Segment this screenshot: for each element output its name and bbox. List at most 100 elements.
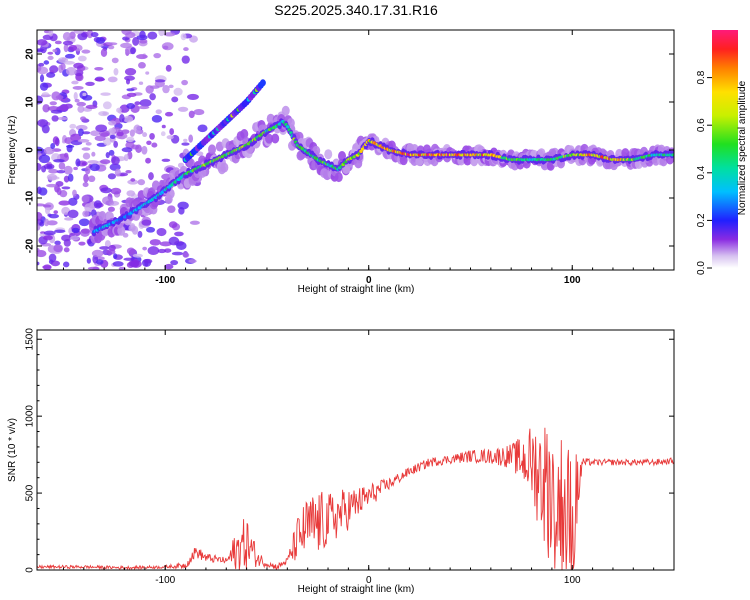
noise-blob xyxy=(94,77,106,82)
noise-blob xyxy=(138,62,146,69)
noise-blob xyxy=(138,81,144,85)
noise-blob xyxy=(63,239,71,247)
noise-blob xyxy=(181,142,190,146)
y-tick-label: 10 xyxy=(25,96,36,108)
spectrogram-xlabel: Height of straight line (km) xyxy=(298,284,415,295)
noise-blob xyxy=(193,109,205,116)
noise-blob xyxy=(161,158,171,162)
noise-blob xyxy=(42,204,52,208)
noise-blob xyxy=(161,124,166,129)
noise-blob xyxy=(108,120,117,126)
noise-blob xyxy=(89,163,100,172)
noise-blob xyxy=(55,137,60,147)
noise-blob xyxy=(77,105,85,113)
noise-blob xyxy=(171,96,179,103)
noise-blob xyxy=(37,212,43,221)
ridge-halo xyxy=(265,133,274,144)
noise-blob xyxy=(56,187,62,196)
noise-blob xyxy=(46,165,53,169)
branch-cell xyxy=(259,79,266,87)
noise-blob xyxy=(37,249,47,258)
noise-blob xyxy=(82,131,91,135)
noise-blob xyxy=(125,31,136,39)
noise-blob xyxy=(183,138,188,143)
ridge-core xyxy=(285,125,290,129)
noise-blob xyxy=(100,48,108,57)
noise-blob xyxy=(98,110,110,117)
noise-blob xyxy=(130,47,136,55)
noise-blob xyxy=(63,165,73,175)
noise-blob xyxy=(37,261,40,266)
noise-blob xyxy=(37,186,42,195)
noise-blob xyxy=(123,257,135,261)
y-tick-label: 20 xyxy=(25,48,36,60)
noise-blob xyxy=(126,247,136,255)
noise-blob xyxy=(165,64,172,72)
ridge-core xyxy=(671,153,674,157)
noise-blob xyxy=(162,45,169,50)
noise-blob xyxy=(62,31,72,41)
noise-blob xyxy=(125,170,132,174)
noise-blob xyxy=(168,84,174,89)
noise-blob xyxy=(99,159,111,165)
noise-blob xyxy=(73,30,85,35)
noise-blob xyxy=(119,113,125,123)
noise-blob xyxy=(181,55,190,64)
noise-blob xyxy=(197,124,208,133)
noise-blob xyxy=(123,115,134,123)
noise-blob xyxy=(127,179,139,185)
noise-blob xyxy=(81,162,87,166)
noise-blob xyxy=(116,107,122,113)
noise-blob xyxy=(183,47,189,52)
colorbar-tick-label: 0.0 xyxy=(696,261,707,275)
noise-blob xyxy=(147,246,160,255)
noise-blob xyxy=(145,226,156,233)
noise-blob xyxy=(188,110,195,119)
noise-blob xyxy=(74,98,80,103)
noise-blob xyxy=(80,116,87,121)
noise-blob xyxy=(188,134,194,143)
noise-blob xyxy=(188,259,197,264)
noise-blob xyxy=(151,115,163,123)
noise-blob xyxy=(170,259,179,266)
noise-blob xyxy=(106,42,118,46)
noise-blob xyxy=(102,196,114,205)
noise-blob xyxy=(147,31,158,40)
noise-blob xyxy=(164,263,174,270)
noise-blob xyxy=(71,80,79,85)
snr-content xyxy=(37,427,674,570)
noise-blob xyxy=(106,249,116,255)
x-tick-label: 0 xyxy=(366,275,372,286)
noise-blob xyxy=(82,182,89,188)
noise-blob xyxy=(38,62,45,67)
noise-blob xyxy=(146,140,152,146)
ridge-halo xyxy=(463,155,472,166)
noise-blob xyxy=(173,87,183,96)
snr-ylabel: SNR (10 * v/v) xyxy=(7,418,18,482)
noise-blob xyxy=(163,32,176,37)
noise-blob xyxy=(87,266,100,270)
noise-blob xyxy=(104,240,111,249)
noise-blob xyxy=(73,62,84,69)
noise-blob xyxy=(129,129,135,137)
spectrogram-content xyxy=(37,30,674,270)
noise-blob xyxy=(149,239,161,246)
noise-blob xyxy=(58,200,71,206)
noise-blob xyxy=(69,123,77,129)
noise-blob xyxy=(131,225,139,235)
y-tick-label: -10 xyxy=(25,190,36,205)
noise-blob xyxy=(149,132,155,140)
noise-blob xyxy=(160,131,166,137)
noise-blob xyxy=(53,210,59,215)
noise-blob xyxy=(113,140,119,148)
noise-blob xyxy=(112,261,124,267)
noise-blob xyxy=(169,128,175,135)
noise-blob xyxy=(118,172,129,177)
ridge-halo xyxy=(281,105,290,116)
noise-blob xyxy=(110,187,122,195)
noise-blob xyxy=(139,99,152,107)
noise-blob xyxy=(78,218,90,227)
noise-blob xyxy=(46,183,58,188)
